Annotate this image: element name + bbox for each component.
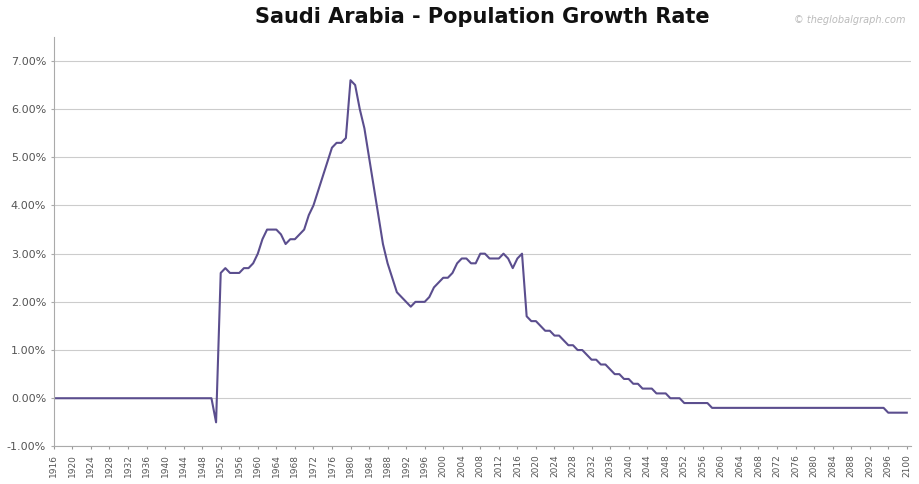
Text: © theglobalgraph.com: © theglobalgraph.com: [794, 15, 905, 25]
Title: Saudi Arabia - Population Growth Rate: Saudi Arabia - Population Growth Rate: [255, 7, 710, 27]
